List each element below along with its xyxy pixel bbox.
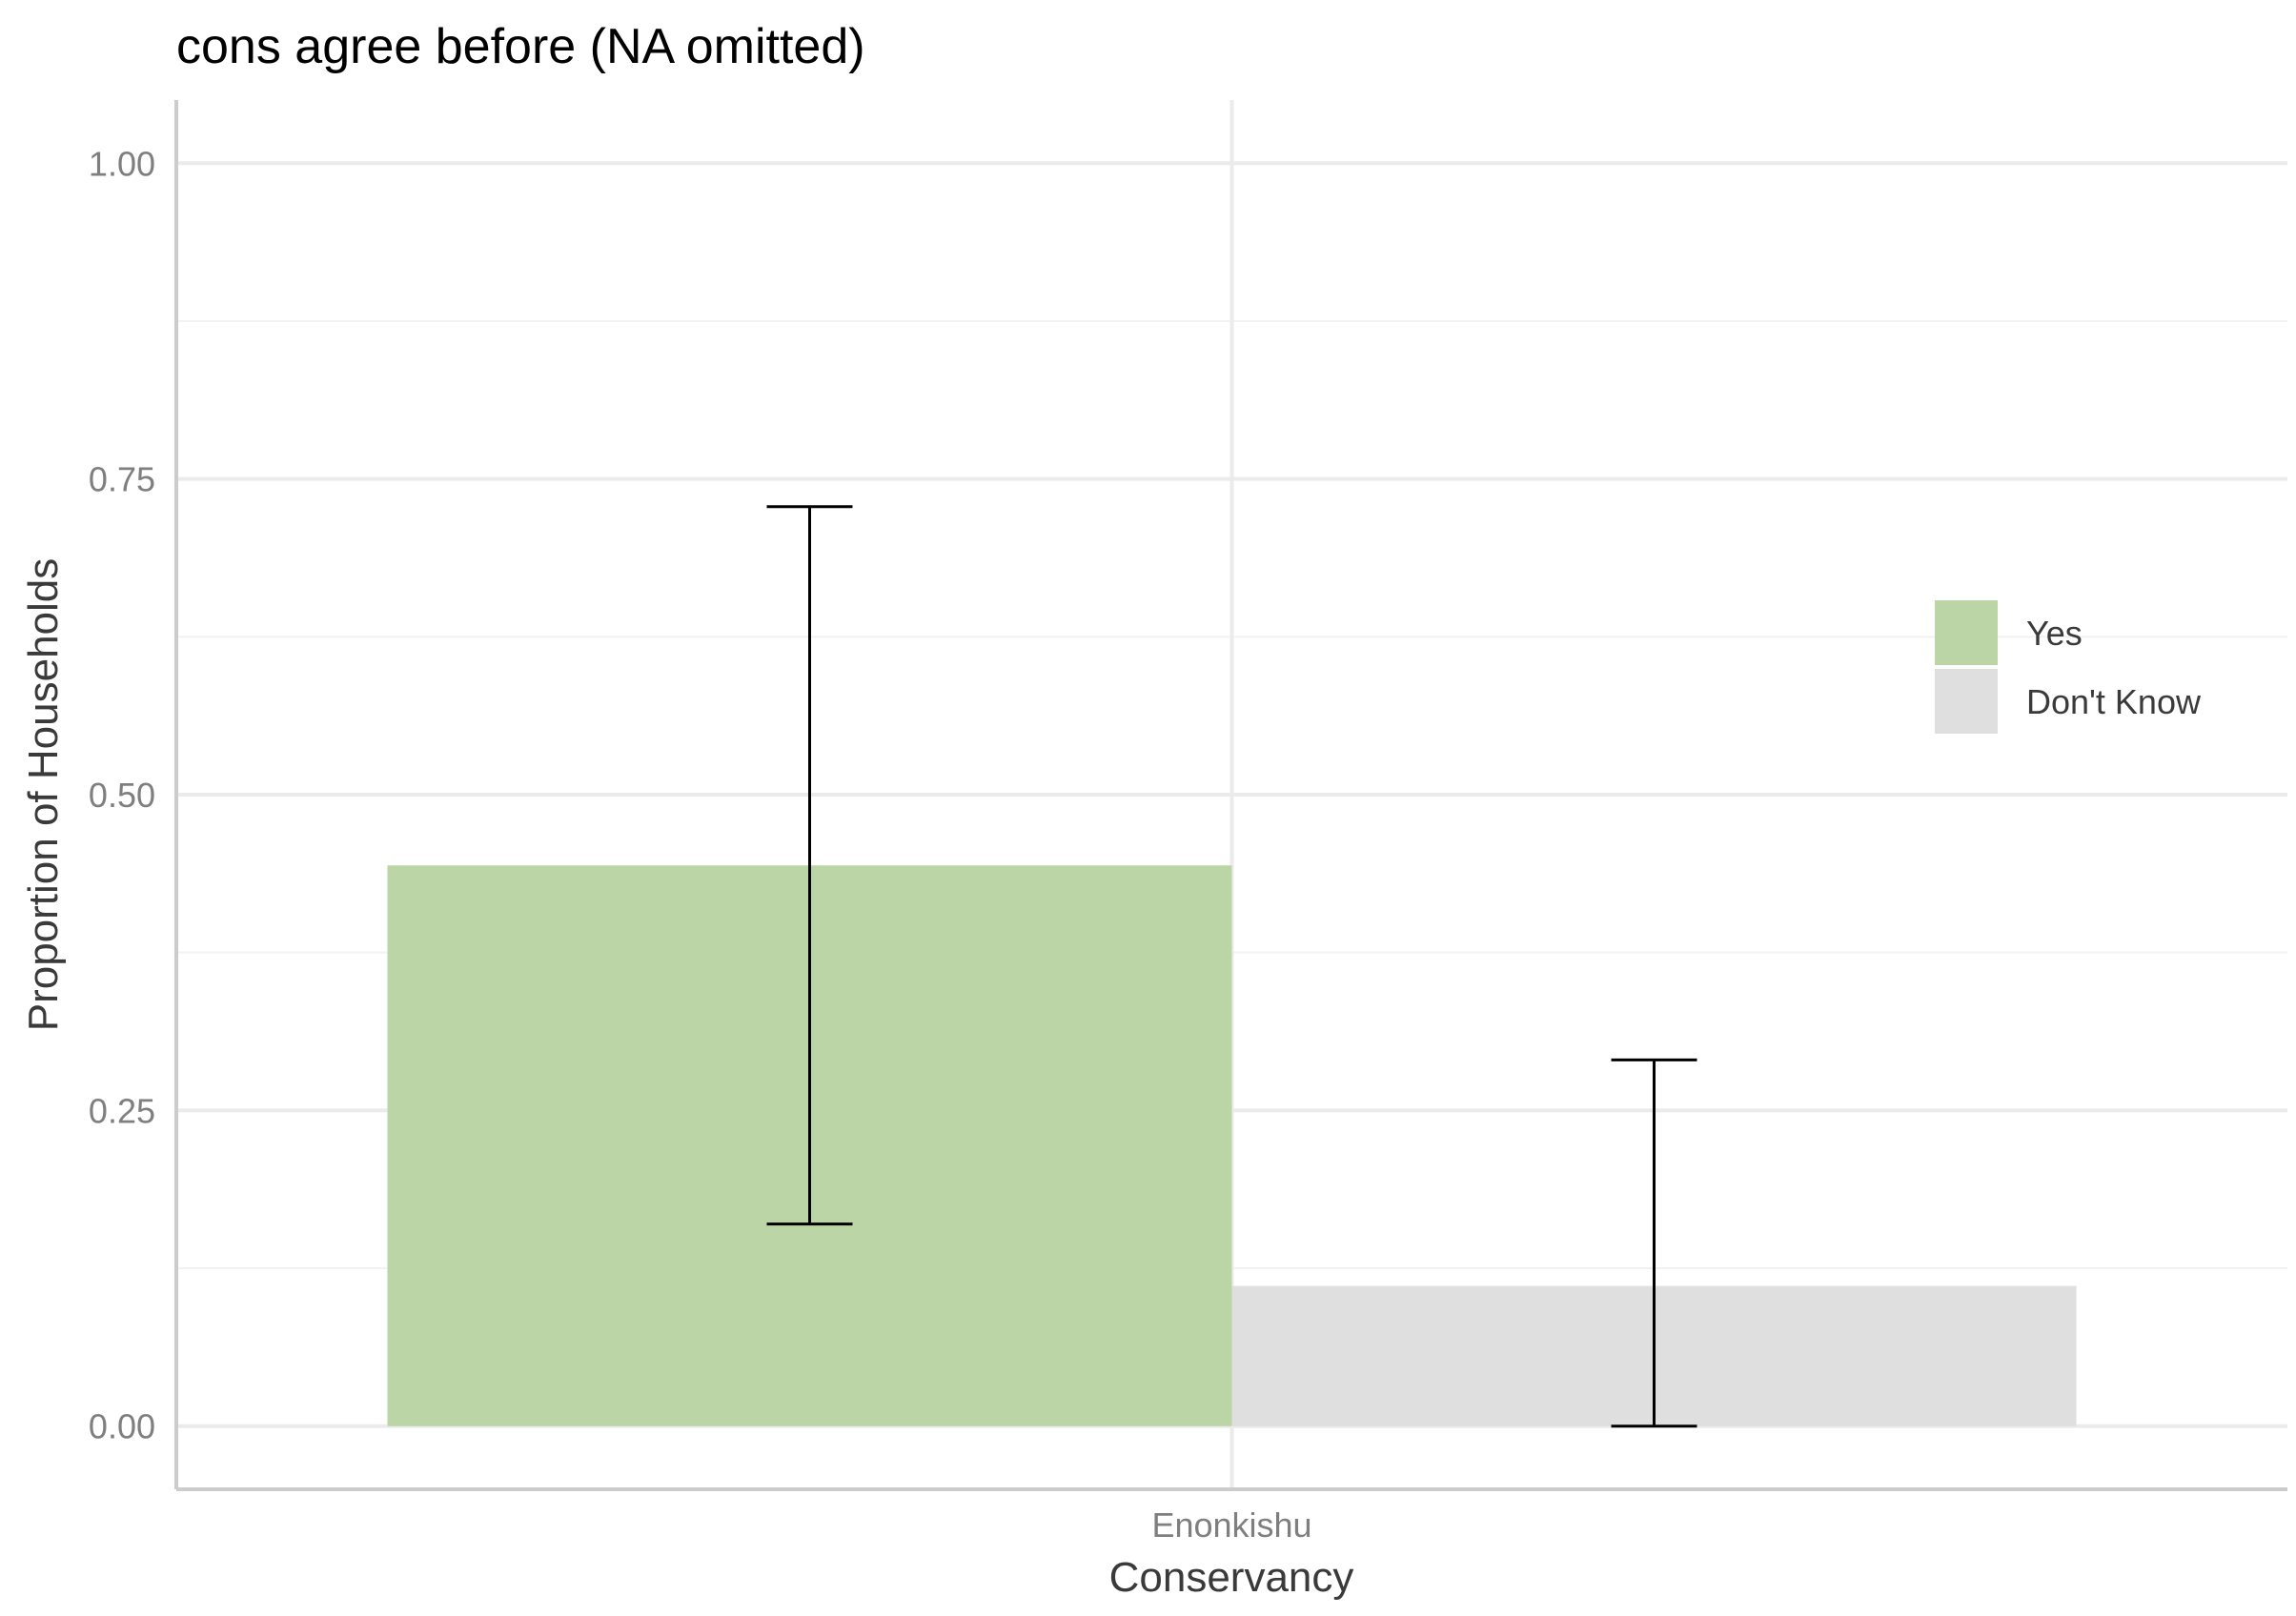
y-tick-label: 0.75: [89, 460, 155, 499]
y-tick-label: 0.00: [89, 1407, 155, 1446]
y-axis-title: Proportion of Households: [20, 558, 67, 1032]
legend-label: Yes: [2026, 614, 2083, 653]
legend-swatch: [1935, 669, 1998, 734]
x-axis-title: Conservancy: [1109, 1554, 1354, 1601]
y-tick-label: 0.50: [89, 776, 155, 815]
bars: [387, 865, 2077, 1426]
chart-title: cons agree before (NA omitted): [176, 19, 865, 74]
x-tick-labels: Enonkishu: [1151, 1505, 1311, 1545]
y-tick-labels: 0.00 0.25 0.50 0.75 1.00: [89, 144, 155, 1445]
legend-swatch: [1935, 600, 1998, 665]
error-bars: [766, 505, 1697, 1428]
x-tick-label: Enonkishu: [1151, 1505, 1311, 1545]
y-tick-label: 1.00: [89, 144, 155, 183]
legend-label: Don't Know: [2026, 682, 2202, 721]
legend: Yes Don't Know: [1935, 600, 2202, 734]
y-tick-label: 0.25: [89, 1091, 155, 1130]
